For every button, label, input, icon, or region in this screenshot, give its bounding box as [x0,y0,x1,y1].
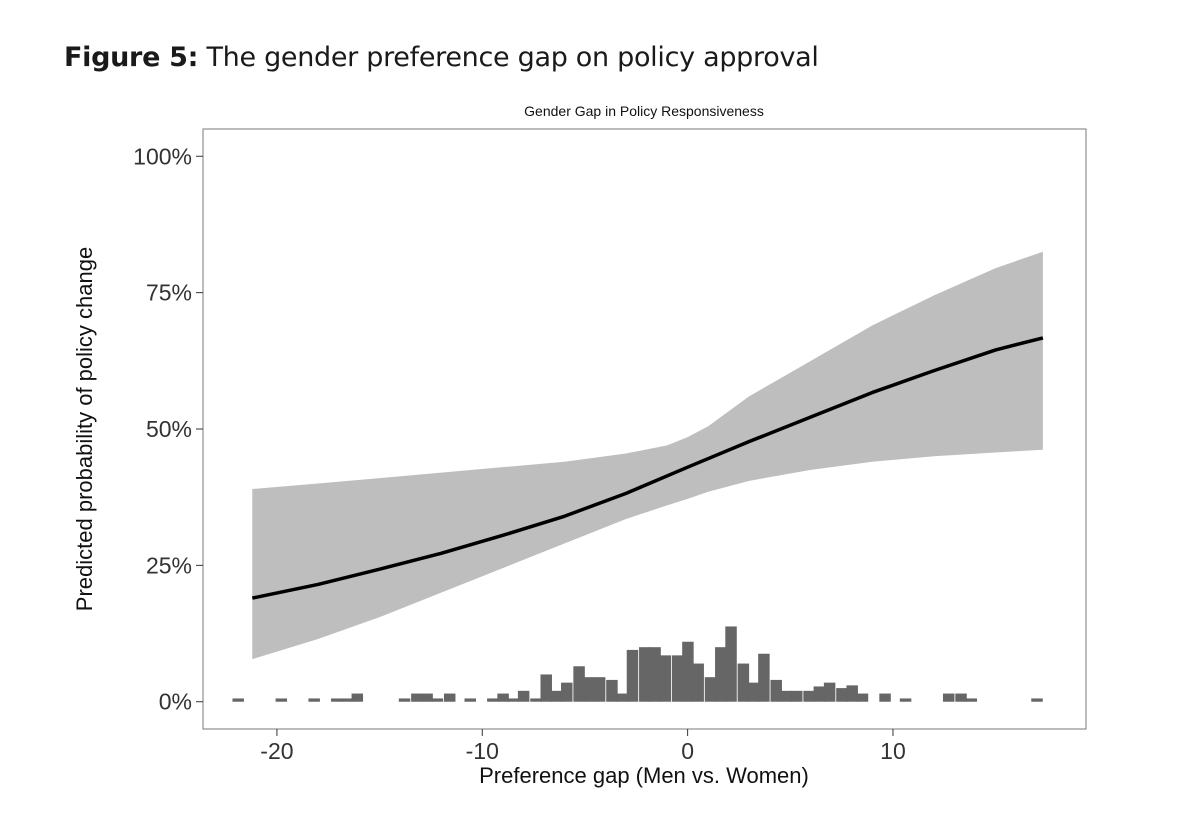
histogram-bar [704,677,717,702]
histogram-bar [758,653,770,702]
histogram-bar [507,698,520,702]
y-tick-label: 50% [146,416,192,442]
histogram-bar [443,693,456,702]
histogram-bar [517,690,530,702]
histogram-bar [232,698,244,702]
histogram-bar [659,655,672,702]
histogram-bar [639,647,651,702]
y-tick-label: 25% [146,552,192,578]
histogram-bar [351,693,364,702]
histogram [232,626,1043,702]
histogram-bar [879,693,891,702]
histogram-bar [464,698,476,702]
histogram-bar [671,655,684,702]
histogram-bar [955,693,967,702]
histogram-bar [846,685,858,702]
figure-caption-text: The gender preference gap on policy appr… [206,42,819,73]
histogram-bar [540,674,552,702]
histogram-bar [593,677,606,702]
histogram-bar [573,666,585,702]
histogram-bar [856,693,869,702]
histogram-bar [715,647,727,702]
histogram-bar [530,698,542,702]
histogram-bar [550,690,563,702]
y-axis: 0% 25% 50% 75% 100% [133,143,203,715]
confidence-ribbon [252,251,1043,660]
histogram-bar [823,682,836,702]
histogram-bar [626,649,639,702]
histogram-bar [411,693,423,702]
histogram-bar [780,690,793,702]
x-tick-label: 10 [880,738,906,764]
histogram-bar [331,698,343,702]
histogram-bar [497,693,509,702]
histogram-bar [431,698,444,702]
histogram-bar [899,698,912,702]
histogram-bar [308,698,320,702]
histogram-bar [398,698,411,702]
histogram-bar [942,693,955,702]
histogram-bar [965,698,978,702]
y-tick-label: 75% [146,280,192,306]
histogram-bar [682,641,694,702]
fitted-line [251,336,1044,600]
x-tick-label: -20 [260,738,293,764]
x-axis: -20 -10 0 10 [260,729,906,764]
x-tick-label: 0 [681,738,694,764]
histogram-bar [747,682,760,702]
histogram-bar [836,688,848,702]
histogram-bar [421,693,433,702]
histogram-bar [813,686,826,702]
histogram-bar [725,626,737,702]
histogram-bar [803,690,815,702]
histogram-bar [791,690,803,702]
histogram-bar [737,663,750,702]
histogram-bar [561,682,573,702]
figure-label: Figure 5: [64,42,199,73]
histogram-bar [770,679,782,702]
histogram-bar [1031,698,1043,702]
histogram-bar [606,679,618,702]
y-tick-label: 0% [159,689,192,715]
histogram-bar [616,693,628,702]
histogram-bar [275,698,288,702]
histogram-bar [649,647,661,702]
figure-caption: Figure 5: The gender preference gap on p… [64,42,819,73]
y-tick-label: 100% [133,143,192,169]
histogram-bar [487,698,499,702]
histogram-bar [583,677,596,702]
histogram-bar [341,698,353,702]
histogram-bar [692,663,704,702]
x-axis-label: Preference gap (Men vs. Women) [479,763,809,788]
y-axis-label: Predicted probability of policy change [72,247,97,611]
chart-title: Gender Gap in Policy Responsiveness [524,103,764,119]
x-tick-label: -10 [466,738,499,764]
